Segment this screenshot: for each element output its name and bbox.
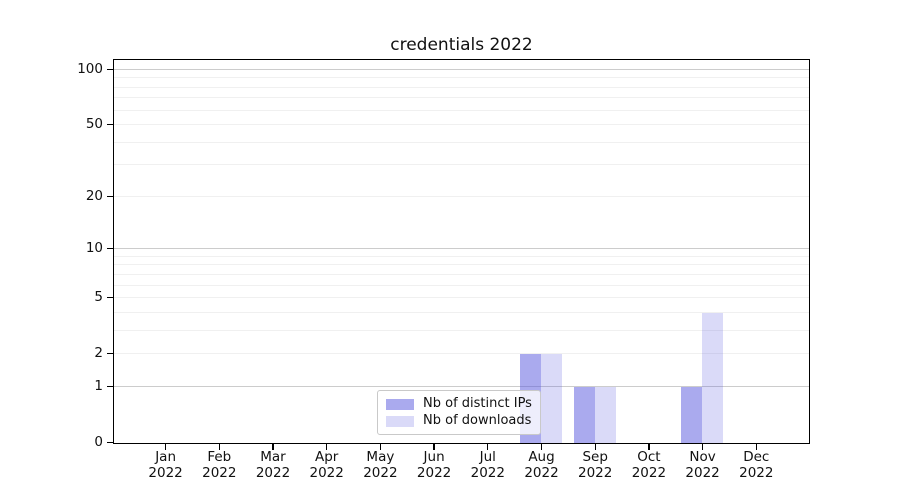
- y-tick-label: 20: [85, 187, 103, 204]
- gridline-minor: [114, 124, 809, 126]
- y-tick-label: 5: [94, 289, 103, 306]
- gridline-minor: [114, 353, 809, 355]
- x-tick-mark: [433, 444, 435, 450]
- legend: Nb of distinct IPs Nb of downloads: [377, 390, 541, 435]
- y-tick-label: 2: [94, 345, 103, 362]
- y-tick-label: 10: [85, 240, 103, 257]
- x-tick-mark: [540, 444, 543, 450]
- gridline-major: [114, 68, 809, 70]
- bar-downloads: [540, 354, 562, 443]
- legend-swatch-downloads: [386, 415, 414, 427]
- x-tick-label: Jun 2022: [416, 449, 452, 481]
- gridline-minor: [114, 141, 809, 143]
- y-tick-mark: [106, 248, 113, 250]
- x-tick-label: Aug 2022: [524, 449, 559, 481]
- gridline-minor: [114, 97, 809, 99]
- y-tick-label: 1: [94, 377, 103, 394]
- gridline-minor: [114, 109, 809, 111]
- legend-swatch-distinct-ips: [386, 398, 414, 410]
- y-tick-mark: [106, 441, 113, 444]
- gridline-minor: [114, 164, 809, 166]
- plot-area: Nb of distinct IPs Nb of downloads: [113, 59, 810, 444]
- y-tick-mark: [106, 68, 113, 71]
- y-tick-label: 100: [77, 61, 103, 78]
- x-tick-label: Apr 2022: [309, 449, 344, 481]
- x-tick-label: Nov 2022: [685, 449, 720, 481]
- x-tick-mark: [701, 444, 704, 450]
- bar-downloads: [702, 313, 723, 443]
- x-tick-label: Mar 2022: [255, 449, 291, 481]
- bar-distinct-ips: [573, 387, 595, 443]
- gridline-minor: [114, 195, 809, 197]
- gridline-minor: [114, 255, 809, 257]
- gridline-minor: [114, 297, 809, 299]
- x-tick-mark: [326, 444, 328, 450]
- x-tick-label: May 2022: [363, 449, 398, 481]
- x-tick-mark: [164, 444, 167, 450]
- bar-distinct-ips: [681, 387, 702, 443]
- y-tick-mark: [106, 352, 113, 355]
- x-tick-label: Sep 2022: [578, 449, 613, 481]
- x-tick-mark: [272, 444, 274, 450]
- x-tick-label: Jan 2022: [148, 449, 183, 481]
- x-tick-mark: [379, 444, 382, 450]
- gridline-minor: [114, 284, 809, 286]
- y-tick-mark: [106, 195, 113, 198]
- legend-row-downloads: Nb of downloads: [386, 413, 532, 429]
- x-tick-mark: [755, 444, 757, 450]
- legend-label-distinct-ips: Nb of distinct IPs: [423, 396, 532, 411]
- gridline-major: [114, 385, 809, 387]
- chart-title: credentials 2022: [390, 35, 533, 55]
- gridline-minor: [114, 311, 809, 313]
- x-tick-mark: [594, 444, 596, 450]
- x-tick-label: Oct 2022: [631, 449, 667, 481]
- y-tick-label: 50: [85, 116, 103, 133]
- y-tick-mark: [106, 385, 113, 388]
- x-tick-label: Feb 2022: [202, 449, 237, 481]
- gridline-minor: [114, 264, 809, 266]
- x-tick-mark: [648, 444, 650, 450]
- x-tick-label: Jul 2022: [470, 449, 505, 481]
- x-tick-mark: [487, 444, 489, 450]
- gridline-minor: [114, 77, 809, 79]
- gridline-minor: [114, 86, 809, 88]
- y-tick-mark: [106, 124, 113, 126]
- legend-row-distinct-ips: Nb of distinct IPs: [386, 396, 532, 412]
- y-tick-label: 0: [94, 433, 103, 450]
- y-tick-mark: [106, 296, 113, 299]
- gridline-major: [114, 248, 809, 250]
- gridline-minor: [114, 273, 809, 275]
- gridline-minor: [114, 329, 809, 331]
- legend-label-downloads: Nb of downloads: [423, 413, 532, 428]
- x-tick-label: Dec 2022: [739, 449, 774, 481]
- x-tick-mark: [218, 444, 220, 450]
- bar-downloads: [594, 387, 616, 443]
